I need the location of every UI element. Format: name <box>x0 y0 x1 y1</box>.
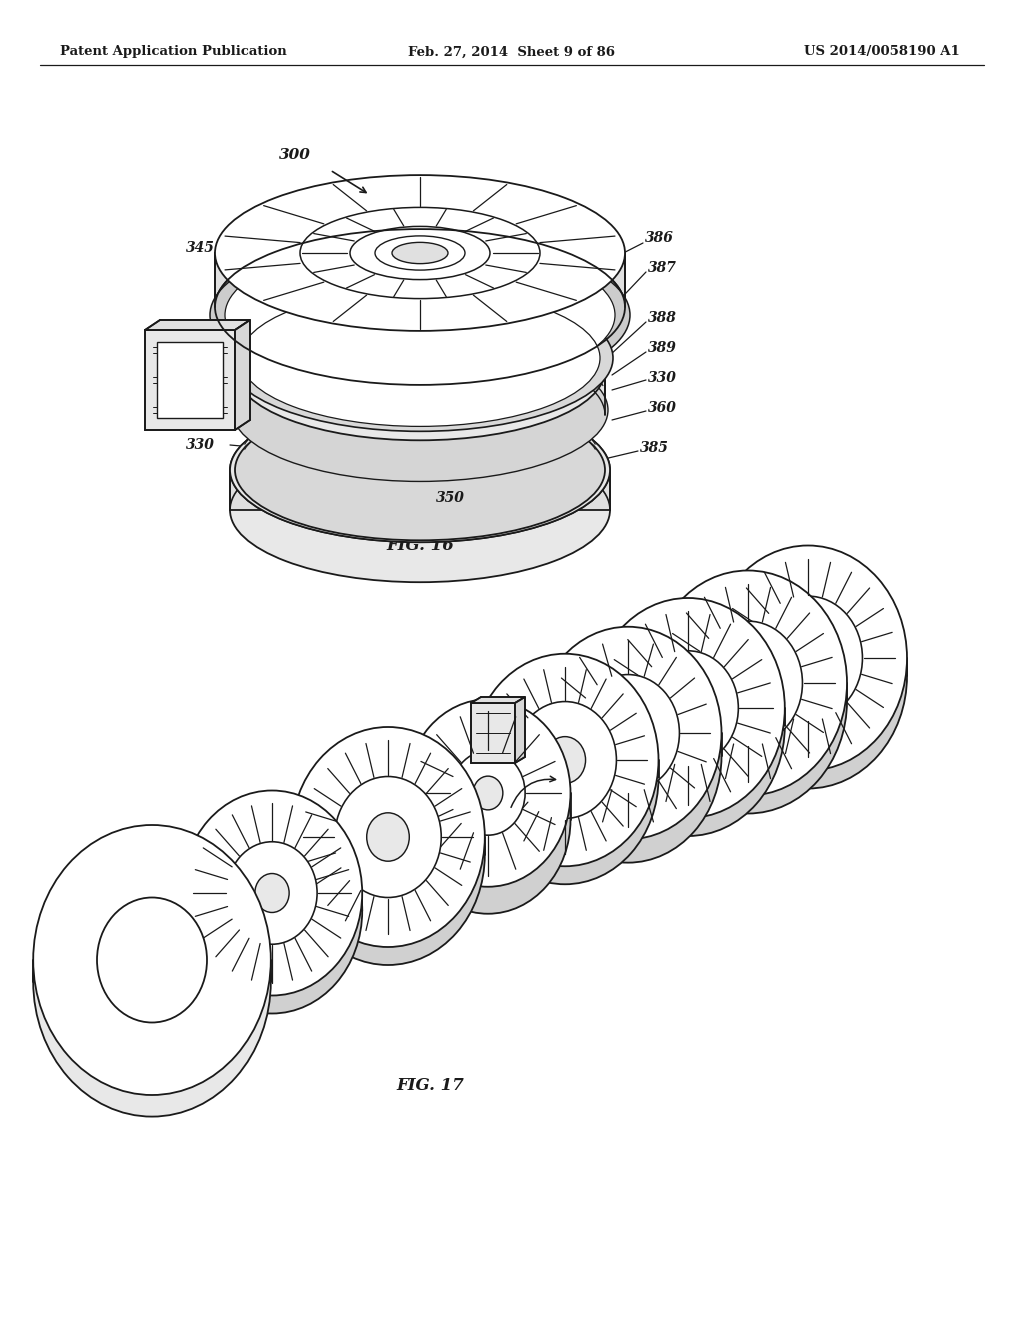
Polygon shape <box>145 330 234 430</box>
Text: 330: 330 <box>648 371 677 385</box>
Ellipse shape <box>514 701 616 818</box>
Polygon shape <box>234 370 605 414</box>
Ellipse shape <box>709 545 907 771</box>
Ellipse shape <box>97 898 207 1023</box>
Text: 346: 346 <box>124 978 153 993</box>
Text: 330: 330 <box>185 438 214 451</box>
Polygon shape <box>649 682 847 701</box>
Ellipse shape <box>232 338 608 482</box>
Ellipse shape <box>669 686 708 730</box>
Polygon shape <box>234 319 250 430</box>
Text: 387: 387 <box>862 661 891 675</box>
Ellipse shape <box>367 813 410 861</box>
Ellipse shape <box>375 236 465 271</box>
Text: 386: 386 <box>645 231 674 246</box>
Ellipse shape <box>210 235 630 395</box>
Ellipse shape <box>726 659 770 708</box>
Ellipse shape <box>227 285 613 432</box>
Ellipse shape <box>406 700 570 887</box>
Ellipse shape <box>33 846 270 1117</box>
Polygon shape <box>291 837 484 855</box>
Ellipse shape <box>33 825 270 1096</box>
Text: 385: 385 <box>640 441 669 455</box>
Ellipse shape <box>392 243 449 264</box>
Ellipse shape <box>325 271 515 343</box>
Text: 388: 388 <box>371 853 399 867</box>
Polygon shape <box>515 697 525 763</box>
Polygon shape <box>145 319 250 330</box>
Ellipse shape <box>230 397 610 543</box>
Ellipse shape <box>227 842 317 944</box>
Polygon shape <box>157 342 223 418</box>
Ellipse shape <box>230 438 610 582</box>
Polygon shape <box>591 708 784 726</box>
Text: 300: 300 <box>280 148 311 162</box>
Ellipse shape <box>319 333 520 408</box>
Text: 386: 386 <box>870 628 899 642</box>
Ellipse shape <box>786 634 829 682</box>
Text: 389: 389 <box>648 341 677 355</box>
Ellipse shape <box>535 651 722 863</box>
Text: 350: 350 <box>435 491 465 506</box>
Ellipse shape <box>245 404 595 536</box>
Ellipse shape <box>471 653 658 866</box>
Ellipse shape <box>577 675 680 792</box>
Text: 350: 350 <box>695 777 724 792</box>
Ellipse shape <box>451 751 525 836</box>
Ellipse shape <box>215 176 625 331</box>
Ellipse shape <box>300 207 540 298</box>
Text: Feb. 27, 2014  Sheet 9 of 86: Feb. 27, 2014 Sheet 9 of 86 <box>409 45 615 58</box>
Text: FIG. 17: FIG. 17 <box>396 1077 464 1093</box>
Polygon shape <box>471 704 515 763</box>
Ellipse shape <box>693 622 803 744</box>
Ellipse shape <box>649 589 847 813</box>
Polygon shape <box>406 793 570 820</box>
Text: FIG. 16: FIG. 16 <box>386 536 454 553</box>
Ellipse shape <box>230 397 610 543</box>
Text: 347: 347 <box>256 898 285 912</box>
Polygon shape <box>535 733 722 756</box>
Ellipse shape <box>291 744 484 965</box>
Ellipse shape <box>591 598 784 818</box>
Polygon shape <box>215 253 625 308</box>
Ellipse shape <box>182 791 362 995</box>
Ellipse shape <box>406 726 570 913</box>
Ellipse shape <box>607 710 648 756</box>
Polygon shape <box>471 697 525 704</box>
Ellipse shape <box>638 651 738 766</box>
Ellipse shape <box>234 400 605 540</box>
Text: 360: 360 <box>710 752 739 767</box>
Ellipse shape <box>225 242 615 389</box>
Ellipse shape <box>471 672 658 884</box>
Ellipse shape <box>360 347 480 393</box>
Ellipse shape <box>591 616 784 836</box>
Ellipse shape <box>255 874 289 912</box>
Polygon shape <box>230 470 610 510</box>
Ellipse shape <box>182 808 362 1014</box>
Text: 387: 387 <box>648 261 677 275</box>
Ellipse shape <box>350 227 490 280</box>
Ellipse shape <box>473 776 503 810</box>
Text: US 2014/0058190 A1: US 2014/0058190 A1 <box>804 45 961 58</box>
Ellipse shape <box>545 737 586 783</box>
Polygon shape <box>709 657 907 676</box>
Ellipse shape <box>97 919 207 1044</box>
Text: 388: 388 <box>836 711 865 725</box>
Ellipse shape <box>240 289 600 426</box>
Ellipse shape <box>754 597 862 719</box>
Ellipse shape <box>234 300 605 441</box>
Text: 388: 388 <box>648 312 677 325</box>
Ellipse shape <box>335 776 441 898</box>
Text: 345: 345 <box>185 242 214 255</box>
Polygon shape <box>182 894 362 911</box>
Ellipse shape <box>649 570 847 796</box>
Polygon shape <box>33 960 270 982</box>
Ellipse shape <box>291 727 484 946</box>
Polygon shape <box>471 760 658 777</box>
Ellipse shape <box>535 627 722 840</box>
Text: 360: 360 <box>648 401 677 414</box>
Ellipse shape <box>215 230 625 385</box>
Text: Patent Application Publication: Patent Application Publication <box>60 45 287 58</box>
Ellipse shape <box>709 564 907 788</box>
